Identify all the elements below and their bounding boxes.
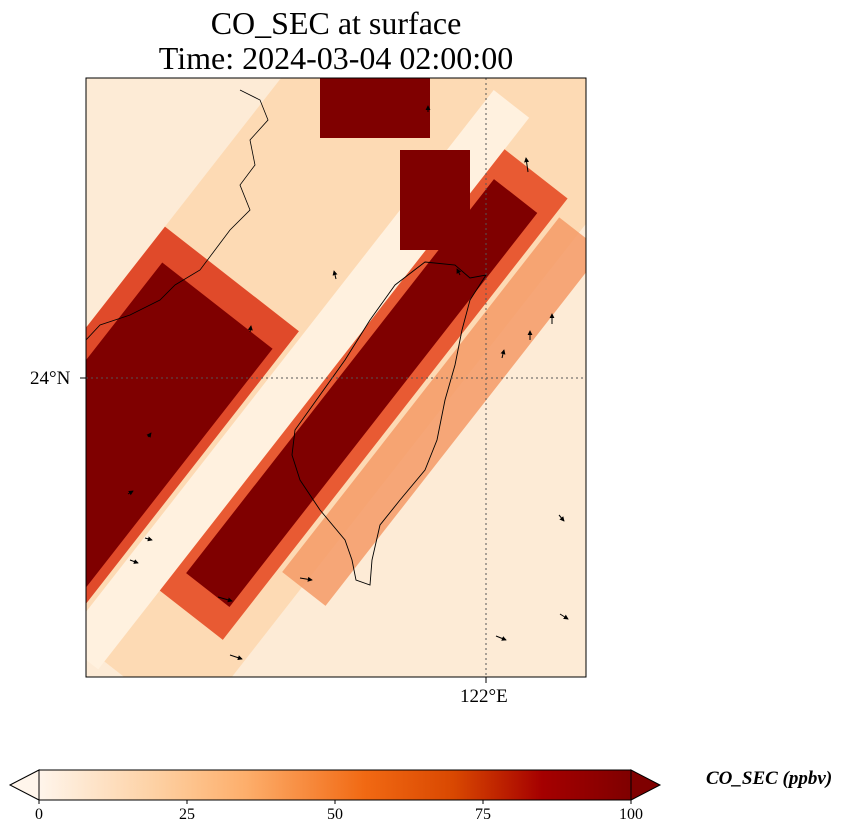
wind-arrow [524, 157, 530, 173]
wind-arrow [229, 654, 243, 661]
wind-arrow [129, 559, 139, 564]
wind-arrow [500, 349, 506, 359]
lon-tick-label: 122°E [460, 686, 508, 707]
lat-tick-label: 24°N [30, 368, 71, 389]
colorbar-tick-label: 100 [619, 806, 643, 823]
taiwan-coastline [291, 261, 487, 586]
wind-arrow [332, 270, 338, 280]
china-coastline [86, 89, 269, 341]
colorbar-tick-label: 25 [179, 806, 195, 823]
map-title-line-2: Time: 2024-03-04 02:00:00 [158, 40, 514, 76]
wind-arrow [456, 268, 462, 276]
wind-arrow [558, 514, 565, 522]
colorbar-gradient [38, 769, 632, 801]
wind-arrow [127, 490, 134, 496]
colorbar-label: CO_SEC (ppbv) [706, 768, 833, 789]
plume-north-patch [320, 78, 430, 138]
colorbar-under-extension [8, 769, 40, 801]
wind-arrow [217, 596, 233, 603]
wind-arrow [146, 432, 152, 438]
plume-center-core [186, 179, 538, 607]
colorbar-tick-label: 50 [327, 806, 343, 823]
wind-arrow [247, 325, 253, 333]
wind-arrow [299, 576, 313, 582]
colorbar [8, 769, 662, 804]
wind-vectors [127, 105, 569, 661]
colorbar-over-extension [630, 769, 662, 801]
plume-left-core [86, 262, 273, 677]
colorbar-tick-label: 0 [35, 806, 43, 823]
wind-arrow [559, 613, 569, 620]
map-title-line-1: CO_SEC at surface [210, 5, 462, 41]
wind-arrow [495, 635, 507, 641]
colorbar-tick-label: 75 [475, 806, 491, 823]
wind-arrow [144, 536, 153, 542]
plume-north-patch-2 [400, 150, 470, 250]
map-plot [80, 77, 587, 683]
